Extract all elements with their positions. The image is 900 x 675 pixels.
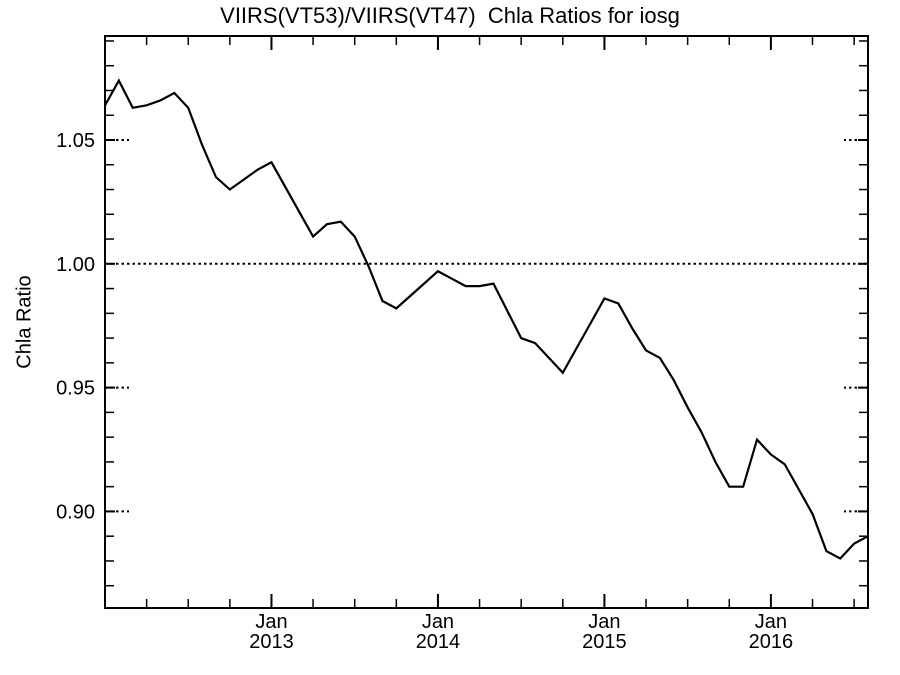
x-tick-label-month: Jan (755, 611, 787, 633)
x-tick-label-year: 2016 (749, 631, 794, 653)
plot-border (104, 35, 869, 609)
chart-title: VIIRS(VT53)/VIIRS(VT47) Chla Ratios for … (220, 3, 680, 28)
data-line (104, 78, 869, 560)
x-tick-label-month: Jan (588, 611, 620, 633)
x-tick-label-year: 2013 (249, 631, 294, 653)
y-tick-label: 1.00 (56, 254, 95, 276)
x-tick-label-month: Jan (422, 611, 454, 633)
x-tick-label-year: 2014 (416, 631, 461, 653)
x-tick-label-month: Jan (255, 611, 287, 633)
y-axis-title: Chla Ratio (13, 275, 36, 369)
y-tick-label: 1.05 (56, 130, 95, 152)
x-tick-label-year: 2015 (582, 631, 627, 653)
y-tick-label: 0.90 (56, 501, 95, 523)
y-tick-label: 0.95 (56, 378, 95, 400)
